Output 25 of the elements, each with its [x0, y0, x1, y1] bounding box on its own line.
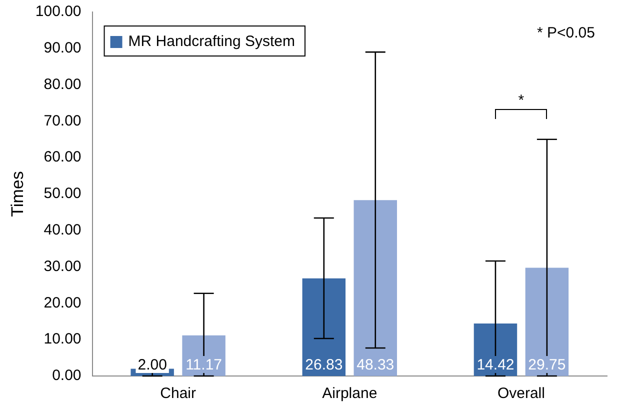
y-tick-label: 0.00 [52, 367, 82, 384]
data-label: 29.75 [528, 356, 566, 374]
x-tick-label: Chair [160, 385, 196, 402]
y-axis-title: Times [8, 171, 27, 217]
data-label: 11.17 [186, 356, 222, 374]
legend-label: MR Handcrafting System [128, 33, 296, 50]
y-tick-label: 80.00 [44, 76, 82, 93]
y-tick-label: 30.00 [44, 258, 82, 275]
y-tick-label: 90.00 [44, 40, 82, 57]
annotation: * P<0.05 [537, 24, 595, 42]
y-tick-label: 50.00 [44, 185, 82, 202]
y-tick-label: 10.00 [44, 330, 82, 348]
annotation: * [518, 92, 524, 110]
x-tick-label: Airplane [322, 385, 378, 402]
bar [354, 200, 397, 376]
y-tick-label: 20.00 [44, 294, 82, 312]
y-tick-label: 70.00 [44, 112, 82, 130]
y-tick-label: 100.00 [35, 3, 82, 20]
y-tick-label: 40.00 [44, 222, 82, 239]
x-tick-label: Overall [497, 385, 545, 402]
data-label: 14.42 [476, 356, 514, 374]
data-label: 2.00 [138, 356, 167, 374]
y-tick-label: 60.00 [44, 148, 82, 166]
data-label: 48.33 [356, 356, 394, 374]
data-label: 26.83 [305, 356, 343, 374]
